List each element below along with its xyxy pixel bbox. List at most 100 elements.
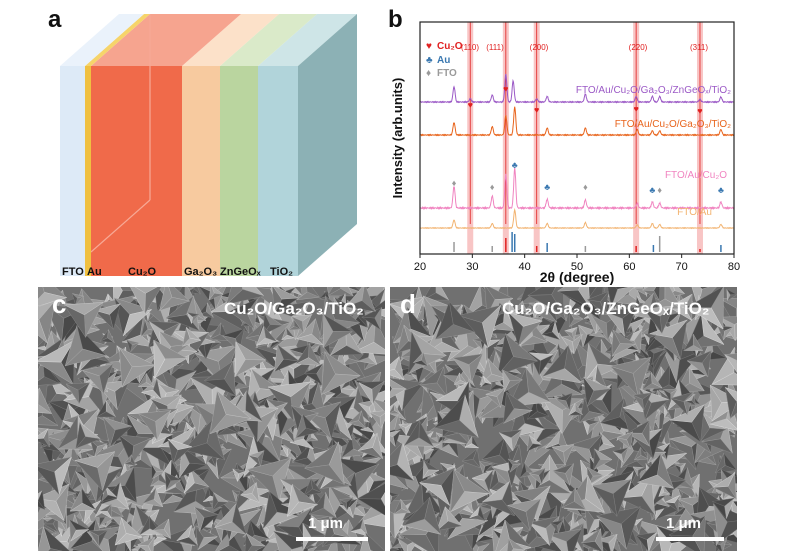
pyramid-facet <box>163 486 187 495</box>
pyramid-facet <box>586 388 612 408</box>
pyramid-facet <box>477 505 486 522</box>
pyramid-facet <box>390 369 405 381</box>
cu2o-marker-3: ♥ <box>633 104 638 114</box>
pyramid-facet <box>335 405 353 441</box>
pyramid-facet <box>294 287 303 296</box>
pyramid-facet <box>203 378 237 397</box>
pyramid-facet <box>88 530 100 548</box>
pyramid-facet <box>153 339 188 360</box>
series-line-1 <box>420 106 735 137</box>
cu2o-marker-1: ♥ <box>503 84 508 94</box>
pyramid-facet <box>96 411 117 418</box>
pyramid-facet <box>345 300 377 312</box>
pyramid-facet <box>662 388 671 403</box>
pyramid-facet <box>126 339 133 353</box>
pyramid-facet <box>626 432 651 447</box>
curve-label-ga: FTO/Au/Cu₂O/Ga₂O₃/TiO₂ <box>615 119 731 130</box>
peak-markers: ♥♥♥ ♥ ♥♣♣ ♣ ♣♦ ♦ ♦ ♦ <box>452 84 724 195</box>
x-ticks: 20 30 40 50 60 70 80 <box>414 254 740 273</box>
pyramid-facet <box>418 482 451 507</box>
pyramid-facet <box>286 501 319 517</box>
pyramid-facet <box>308 491 326 515</box>
pyramid-facet <box>322 331 354 349</box>
pyramid-facet <box>361 306 383 319</box>
pyramid-facet <box>593 448 601 471</box>
layer-zngeox <box>220 14 317 276</box>
panel-d-letter: d <box>400 289 416 319</box>
pyramid-facet <box>38 466 60 496</box>
pyramid-facet <box>38 339 75 363</box>
pyramid-facet <box>701 313 725 345</box>
pyramid-facet <box>718 298 737 309</box>
pyramid-facet <box>341 433 354 459</box>
pyramid-facet <box>528 473 543 486</box>
pyramid-facet <box>643 333 657 338</box>
pyramid-facet <box>124 466 137 504</box>
legend-fto-text: FTO <box>437 68 457 79</box>
pyramid-facet <box>691 393 696 406</box>
pyramid-facet <box>163 518 171 540</box>
pyramid-facet <box>123 453 132 465</box>
pyramid-facet <box>390 494 393 505</box>
pyramid-facet <box>526 411 550 420</box>
cu2o-marker-4: ♥ <box>697 106 702 116</box>
pyramid-facet <box>723 353 737 361</box>
pyramid-facet <box>450 468 465 513</box>
pyramid-facet <box>569 434 603 450</box>
pyramid-facet <box>401 382 425 412</box>
pyramid-facet <box>712 472 736 488</box>
pyramid-facet <box>38 428 49 439</box>
pyramid-facet <box>77 382 91 405</box>
pyramid-facet <box>131 437 152 466</box>
pyramid-facet <box>338 499 348 511</box>
pyramid-facet <box>503 391 515 425</box>
pyramid-facet <box>121 334 157 348</box>
pyramid-facet <box>390 435 396 448</box>
pyramid-facet <box>447 518 489 540</box>
pyramid-facet <box>519 462 527 479</box>
x-tick-label-1: 30 <box>466 261 478 273</box>
pyramid-facet <box>726 294 737 302</box>
pyramid-facet <box>439 462 457 469</box>
pyramid-facet <box>393 508 412 515</box>
panel-c-scale-bar <box>296 537 368 541</box>
pyramid-facet <box>302 413 321 433</box>
pyramid-facet <box>729 401 737 420</box>
pyramid-facet <box>159 287 173 312</box>
pyramid-facet <box>607 287 618 308</box>
panel-a-letter: a <box>48 6 62 33</box>
pyramid-facet <box>563 443 575 466</box>
pyramid-facet <box>408 331 423 375</box>
series-line-0 <box>420 73 734 104</box>
pyramid-facet <box>185 326 202 341</box>
pyramid-facet <box>150 537 168 546</box>
pyramid-facet <box>637 466 645 478</box>
pyramid-facet <box>436 366 448 398</box>
pyramid-facet <box>140 389 162 400</box>
pyramid-facet <box>394 403 401 415</box>
pyramid-facet <box>295 357 322 366</box>
pyramid-facet <box>633 455 650 461</box>
pyramid-facet <box>307 546 318 551</box>
panel-d-scale-label: 1 μm <box>666 515 702 532</box>
pyramid-facet <box>604 307 638 319</box>
pyramid-facet <box>491 466 512 488</box>
pyramid-facet <box>114 533 143 546</box>
pyramid-facet <box>295 333 325 346</box>
legend-cu2o-text: Cu₂O <box>437 41 463 52</box>
cu2o-marker-0: ♥ <box>468 100 473 110</box>
pyramid-facet <box>556 287 581 292</box>
sem-image-c: c Cu₂O/Ga₂O₃/TiO₂ 1 μm <box>38 287 385 551</box>
pyramid-facet <box>509 463 522 473</box>
pyramid-facet <box>711 497 736 507</box>
pyramid-facet <box>263 325 278 343</box>
pyramid-facet <box>63 302 104 316</box>
label-ga2o3: Ga₂O₃ <box>184 266 218 278</box>
panel-b-letter: b <box>388 6 403 33</box>
pyramid-facet <box>424 496 442 536</box>
label-fto: FTO <box>62 266 84 278</box>
au-marker-1: ♣ <box>544 182 550 192</box>
pyramid-facet <box>519 335 549 346</box>
pyramid-facet <box>587 421 600 436</box>
label-au: Au <box>87 266 102 278</box>
